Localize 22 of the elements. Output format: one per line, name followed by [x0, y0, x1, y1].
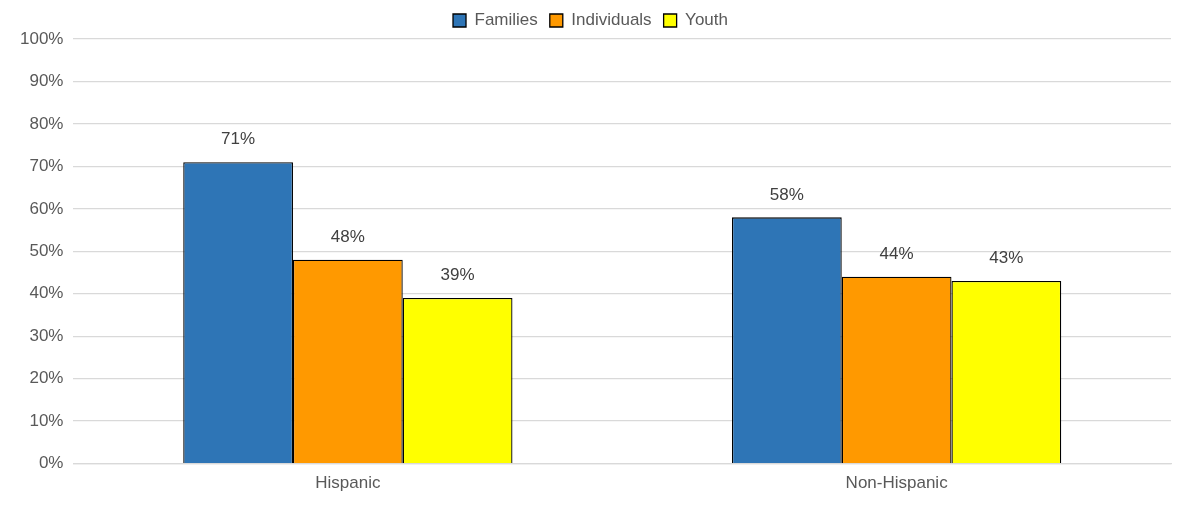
y-tick-label: 90% [29, 71, 64, 91]
text: 43% [989, 248, 1024, 268]
text: 58% [769, 184, 804, 204]
text: 39% [440, 265, 475, 285]
legend-label: Youth [685, 10, 728, 30]
y-tick-label: 70% [29, 156, 64, 176]
y-tick-label: 80% [29, 113, 64, 133]
x-tick-label: Non-Hispanic [845, 473, 949, 493]
text: 48% [330, 226, 365, 246]
text: 71% [221, 129, 256, 149]
text: 44% [879, 243, 914, 263]
legend-label: Families [474, 10, 538, 30]
y-tick-label: 60% [29, 198, 64, 218]
y-tick-label: 30% [29, 325, 64, 345]
x-tick-label: Hispanic [315, 473, 381, 493]
legend-label: Individuals [571, 10, 652, 30]
y-tick-label: 50% [29, 240, 64, 260]
y-tick-label: 40% [29, 283, 64, 303]
y-tick-label: 10% [29, 410, 64, 430]
y-tick-label: 100% [20, 28, 64, 48]
y-tick-label: 20% [29, 368, 64, 388]
y-tick-label: 0% [38, 453, 64, 473]
